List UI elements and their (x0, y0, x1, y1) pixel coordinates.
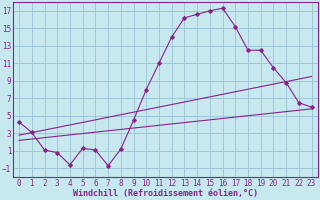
X-axis label: Windchill (Refroidissement éolien,°C): Windchill (Refroidissement éolien,°C) (73, 189, 258, 198)
